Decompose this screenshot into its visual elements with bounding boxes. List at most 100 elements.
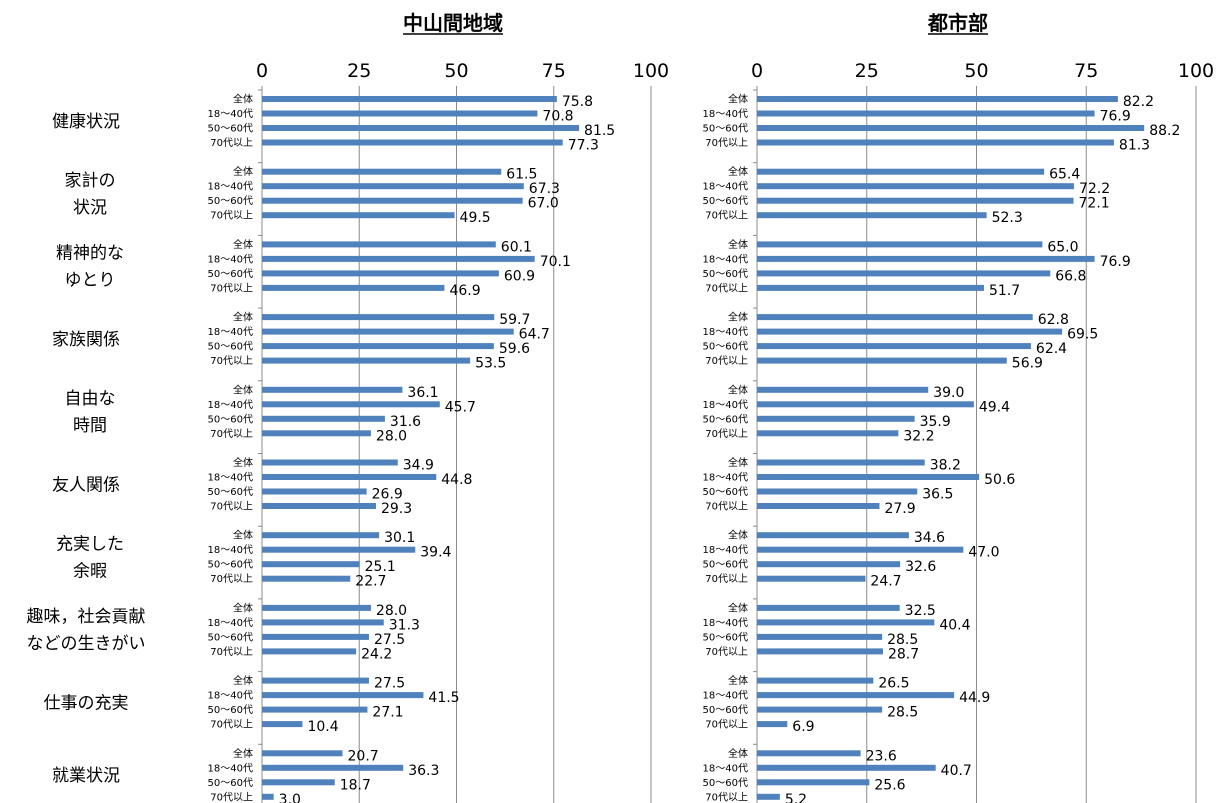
mountain-value-label-0-0: 75.8 (562, 94, 593, 110)
mountain-tick-label-100: 100 (633, 60, 669, 82)
mountain-value-label-3-3: 53.5 (475, 356, 506, 372)
mountain-bar-0-3 (262, 139, 563, 146)
mountain-value-label-5-1: 44.8 (441, 472, 472, 488)
urban-age-label-5-1: 18～40代 (703, 472, 748, 484)
mountain-age-label-0-3: 70代以上 (210, 137, 253, 149)
urban-bar-7-0 (757, 604, 900, 611)
mountain-age-label-1-1: 18～40代 (208, 181, 253, 193)
urban-bar-5-0 (757, 459, 925, 466)
mountain-value-label-1-3: 49.5 (460, 210, 491, 226)
row-label-6-1: 余暇 (73, 561, 107, 581)
urban-bar-1-3 (757, 212, 987, 219)
urban-value-label-6-3: 24.7 (870, 574, 901, 590)
mountain-value-label-9-1: 36.3 (408, 763, 439, 779)
row-label-2-1: ゆとり (65, 271, 116, 291)
urban-tick-label-50: 50 (964, 60, 988, 82)
urban-age-label-3-1: 18～40代 (703, 326, 748, 338)
mountain-age-label-1-0: 全体 (233, 165, 253, 178)
urban-tick-label-25: 25 (855, 60, 879, 82)
mountain-age-label-3-2: 50～60代 (208, 341, 253, 353)
mountain-age-label-6-1: 18～40代 (208, 544, 253, 556)
mountain-value-label-6-1: 39.4 (420, 545, 451, 561)
mountain-bar-7-0 (262, 604, 371, 611)
mountain-value-label-2-3: 46.9 (449, 283, 480, 299)
urban-value-label-6-2: 32.6 (905, 559, 936, 575)
urban-value-label-7-0: 32.5 (905, 603, 936, 619)
urban-value-label-3-3: 56.9 (1012, 356, 1043, 372)
urban-age-label-9-1: 18～40代 (703, 762, 748, 774)
mountain-chart-title: 中山間地域 (403, 11, 503, 35)
mountain-value-label-8-1: 41.5 (428, 690, 459, 706)
urban-age-label-1-0: 全体 (728, 165, 748, 178)
mountain-bar-4-0 (262, 386, 403, 393)
mountain-bar-0-2 (262, 125, 580, 131)
urban-age-label-2-2: 50～60代 (703, 268, 748, 280)
mountain-age-label-4-3: 70代以上 (210, 428, 253, 440)
urban-age-label-8-3: 70代以上 (705, 719, 748, 731)
urban-age-label-8-2: 50～60代 (703, 704, 748, 716)
urban-value-label-2-1: 76.9 (1100, 254, 1131, 270)
mountain-value-label-4-3: 28.0 (376, 428, 407, 444)
urban-value-label-4-3: 32.2 (903, 428, 934, 444)
urban-age-label-3-2: 50～60代 (703, 341, 748, 353)
urban-value-label-2-3: 51.7 (989, 283, 1020, 299)
mountain-value-label-3-0: 59.7 (499, 312, 530, 328)
mountain-age-label-8-1: 18～40代 (208, 690, 253, 702)
mountain-bar-3-3 (262, 357, 471, 364)
mountain-value-label-4-1: 45.7 (445, 399, 476, 415)
mountain-value-label-5-0: 34.9 (403, 458, 434, 474)
urban-age-label-4-1: 18～40代 (703, 399, 748, 411)
urban-age-label-9-2: 50～60代 (703, 777, 748, 789)
mountain-value-label-5-2: 26.9 (372, 487, 403, 503)
mountain-value-label-6-2: 25.1 (365, 559, 396, 575)
mountain-value-label-3-2: 59.6 (499, 341, 530, 357)
mountain-age-label-7-2: 50～60代 (208, 631, 253, 643)
urban-age-label-9-3: 70代以上 (705, 791, 748, 803)
urban-bar-2-3 (757, 284, 984, 291)
urban-bar-4-1 (757, 401, 974, 408)
mountain-age-label-9-1: 18～40代 (208, 762, 253, 774)
row-label-3-0: 家族関係 (52, 330, 120, 350)
mountain-bar-9-3 (262, 793, 274, 800)
urban-value-label-0-1: 76.9 (1100, 109, 1131, 125)
urban-value-label-4-0: 39.0 (933, 385, 964, 401)
mountain-value-label-8-0: 27.5 (374, 676, 405, 692)
urban-age-label-2-0: 全体 (728, 238, 748, 251)
mountain-age-label-5-0: 全体 (233, 456, 253, 469)
urban-tick-label-0: 0 (751, 60, 763, 82)
urban-bar-0-2 (757, 125, 1145, 131)
mountain-age-label-4-0: 全体 (233, 383, 253, 396)
row-label-1-0: 家計の (65, 171, 116, 191)
row-label-4-1: 時間 (73, 416, 107, 436)
urban-bar-8-3 (757, 721, 788, 728)
mountain-age-label-1-3: 70代以上 (210, 210, 253, 222)
mountain-age-label-9-2: 50～60代 (208, 777, 253, 789)
urban-age-label-5-2: 50～60代 (703, 486, 748, 498)
urban-age-label-2-3: 70代以上 (705, 282, 748, 294)
urban-age-label-8-0: 全体 (728, 674, 748, 687)
urban-age-label-5-3: 70代以上 (705, 501, 748, 513)
urban-bar-1-1 (757, 183, 1074, 190)
mountain-bar-8-1 (262, 692, 424, 699)
urban-value-label-9-3: 5.2 (785, 792, 807, 803)
urban-bar-7-3 (757, 648, 883, 655)
urban-bar-8-1 (757, 692, 955, 699)
mountain-bar-5-0 (262, 459, 398, 466)
mountain-value-label-4-0: 36.1 (407, 385, 438, 401)
mountain-bar-3-1 (262, 328, 514, 335)
mountain-age-label-9-3: 70代以上 (210, 791, 253, 803)
mountain-tick-label-25: 25 (347, 60, 371, 82)
mountain-value-label-6-0: 30.1 (384, 530, 415, 546)
urban-value-label-5-0: 38.2 (930, 458, 961, 474)
urban-bar-2-2 (757, 270, 1051, 277)
urban-value-label-9-2: 25.6 (874, 777, 905, 793)
mountain-value-label-0-2: 81.5 (584, 123, 615, 139)
urban-bar-6-2 (757, 561, 901, 568)
mountain-value-label-8-2: 27.1 (372, 705, 403, 721)
mountain-value-label-6-3: 22.7 (355, 574, 386, 590)
mountain-age-label-7-1: 18～40代 (208, 617, 253, 629)
urban-value-label-1-2: 72.1 (1079, 196, 1110, 212)
urban-age-label-1-1: 18～40代 (703, 181, 748, 193)
urban-bar-1-2 (757, 197, 1074, 204)
urban-chart-title: 都市部 (927, 11, 988, 35)
